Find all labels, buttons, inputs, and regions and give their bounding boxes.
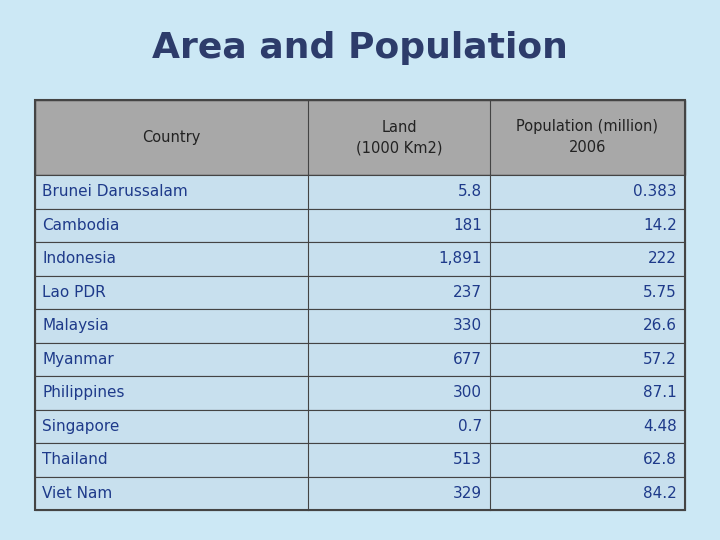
Text: 4.48: 4.48 <box>643 418 677 434</box>
Bar <box>35 309 685 342</box>
Bar <box>35 175 685 208</box>
Text: 677: 677 <box>453 352 482 367</box>
Bar <box>35 376 685 409</box>
Text: Land
(1000 Km2): Land (1000 Km2) <box>356 119 442 156</box>
Text: Country: Country <box>143 130 201 145</box>
Text: 329: 329 <box>453 486 482 501</box>
Text: 222: 222 <box>648 251 677 266</box>
Text: Myanmar: Myanmar <box>42 352 114 367</box>
Text: Viet Nam: Viet Nam <box>42 486 112 501</box>
Bar <box>35 100 685 175</box>
Text: Cambodia: Cambodia <box>42 218 120 233</box>
Text: 62.8: 62.8 <box>643 453 677 467</box>
Bar <box>35 409 685 443</box>
Text: Brunei Darussalam: Brunei Darussalam <box>42 184 188 199</box>
Bar <box>35 275 685 309</box>
Bar <box>35 476 685 510</box>
Text: Philippines: Philippines <box>42 385 125 400</box>
Text: Population (million)
2006: Population (million) 2006 <box>516 119 659 156</box>
Text: 57.2: 57.2 <box>643 352 677 367</box>
Text: 5.8: 5.8 <box>458 184 482 199</box>
Text: Lao PDR: Lao PDR <box>42 285 106 300</box>
Text: Malaysia: Malaysia <box>42 318 109 333</box>
Text: 330: 330 <box>453 318 482 333</box>
Bar <box>35 342 685 376</box>
Text: 0.383: 0.383 <box>634 184 677 199</box>
Text: 237: 237 <box>453 285 482 300</box>
Text: 0.7: 0.7 <box>458 418 482 434</box>
Text: 14.2: 14.2 <box>643 218 677 233</box>
Text: Thailand: Thailand <box>42 453 107 467</box>
Text: 26.6: 26.6 <box>643 318 677 333</box>
Bar <box>35 208 685 242</box>
Bar <box>35 242 685 275</box>
Text: Indonesia: Indonesia <box>42 251 116 266</box>
Text: Singapore: Singapore <box>42 418 120 434</box>
Text: 87.1: 87.1 <box>643 385 677 400</box>
Bar <box>35 100 685 510</box>
Text: 300: 300 <box>453 385 482 400</box>
Text: 84.2: 84.2 <box>643 486 677 501</box>
Text: 5.75: 5.75 <box>643 285 677 300</box>
Text: 1,891: 1,891 <box>438 251 482 266</box>
Text: Area and Population: Area and Population <box>152 31 568 65</box>
Bar <box>35 443 685 476</box>
Text: 513: 513 <box>453 453 482 467</box>
Text: 181: 181 <box>453 218 482 233</box>
